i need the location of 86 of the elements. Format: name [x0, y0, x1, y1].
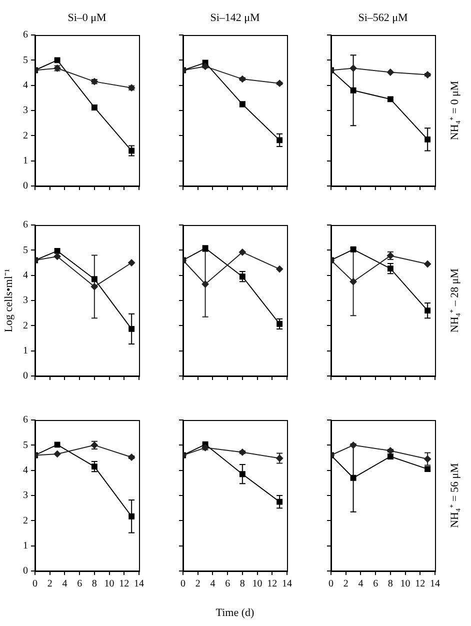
x-tick-label: 4	[62, 578, 68, 590]
y-tick-label: 6	[23, 220, 28, 231]
point	[128, 259, 136, 266]
y-tick-label: 5	[23, 440, 28, 451]
x-tick-label: 2	[47, 578, 52, 590]
y-tick-label: 0	[23, 180, 28, 192]
x-tick-label: 14	[134, 578, 144, 590]
y-tick-label: 1	[23, 155, 28, 166]
y-tick-label: 4	[23, 270, 28, 281]
x-tick-label: 6	[225, 578, 230, 590]
point	[128, 326, 135, 332]
point	[90, 283, 98, 290]
x-tick-label: 4	[358, 578, 364, 590]
point	[350, 246, 356, 252]
y-tick-label: 6	[23, 414, 28, 426]
point	[54, 57, 60, 64]
point	[91, 464, 98, 470]
y-tick-label: 0	[23, 566, 28, 577]
point	[424, 456, 432, 463]
text: NH₄⁺ = 0 μM	[448, 80, 461, 140]
point	[350, 278, 357, 286]
x-tick-label: 10	[252, 578, 262, 590]
point	[239, 471, 246, 478]
y-tick-label: 5	[23, 54, 28, 66]
point	[424, 136, 431, 142]
point	[350, 87, 356, 94]
x-tick-label: 6	[373, 578, 378, 590]
chart-title: Si–142 μM	[210, 12, 260, 24]
point	[128, 513, 135, 520]
point	[128, 148, 135, 154]
point	[350, 64, 357, 72]
point	[202, 245, 208, 252]
point	[54, 450, 61, 458]
x-tick-label: 2	[195, 578, 200, 590]
y-tick-label: 3	[23, 105, 28, 116]
point	[387, 266, 394, 272]
y-tick-label: 5	[23, 244, 28, 256]
y-tick-label: 3	[23, 490, 28, 502]
x-tick-label: 8	[240, 578, 245, 590]
point	[202, 280, 209, 288]
x-tick-label: 14	[430, 578, 440, 590]
text: NH₄⁺ – 28 μM	[448, 268, 461, 333]
y-tick-label: 1	[23, 345, 28, 356]
y-tick-label: 4	[23, 464, 28, 476]
x-tick-label: 4	[210, 578, 216, 590]
point	[239, 274, 246, 280]
x-tick-label: 10	[104, 578, 114, 590]
x-tick-label: 8	[388, 578, 393, 590]
y-tick-label: 4	[23, 80, 28, 91]
point	[350, 442, 357, 449]
x-tick-label: 0	[180, 578, 186, 590]
x-tick-label: 8	[92, 578, 97, 590]
point	[238, 248, 246, 256]
x-tick-label: 12	[267, 578, 278, 590]
text: NH₄⁺ = 56 μM	[448, 462, 461, 528]
x-tick-label: 10	[400, 578, 410, 590]
x-tick-label: 14	[282, 578, 292, 590]
point	[276, 320, 283, 327]
x-tick-label: 6	[77, 578, 82, 590]
point	[424, 308, 431, 314]
point	[276, 137, 283, 144]
x-tick-label: 2	[343, 578, 348, 590]
y-tick-label: 1	[23, 540, 28, 552]
x-tick-label: 0	[328, 578, 334, 590]
x-tick-label: 12	[415, 578, 426, 590]
point	[91, 276, 98, 282]
point	[424, 260, 432, 268]
y-tick-label: 2	[23, 130, 28, 142]
point	[276, 266, 284, 273]
y-tick-label: 0	[23, 370, 28, 382]
point	[54, 442, 60, 448]
point	[276, 498, 283, 505]
chart-title: Si–562 μM	[358, 12, 408, 24]
y-tick-label: 3	[23, 295, 28, 306]
y-axis-title: Log cells•ml⁻¹	[2, 268, 15, 332]
point	[386, 68, 394, 76]
x-tick-label: 0	[32, 578, 38, 590]
point	[54, 252, 61, 260]
chart-title: Si–0 μM	[68, 12, 107, 24]
point	[350, 474, 356, 481]
point	[54, 248, 60, 254]
y-tick-label: 2	[23, 320, 28, 332]
x-tick-label: 12	[119, 578, 130, 590]
y-tick-label: 2	[23, 515, 28, 526]
y-tick-label: 6	[23, 30, 28, 41]
x-axis-title: Time (d)	[216, 606, 255, 619]
